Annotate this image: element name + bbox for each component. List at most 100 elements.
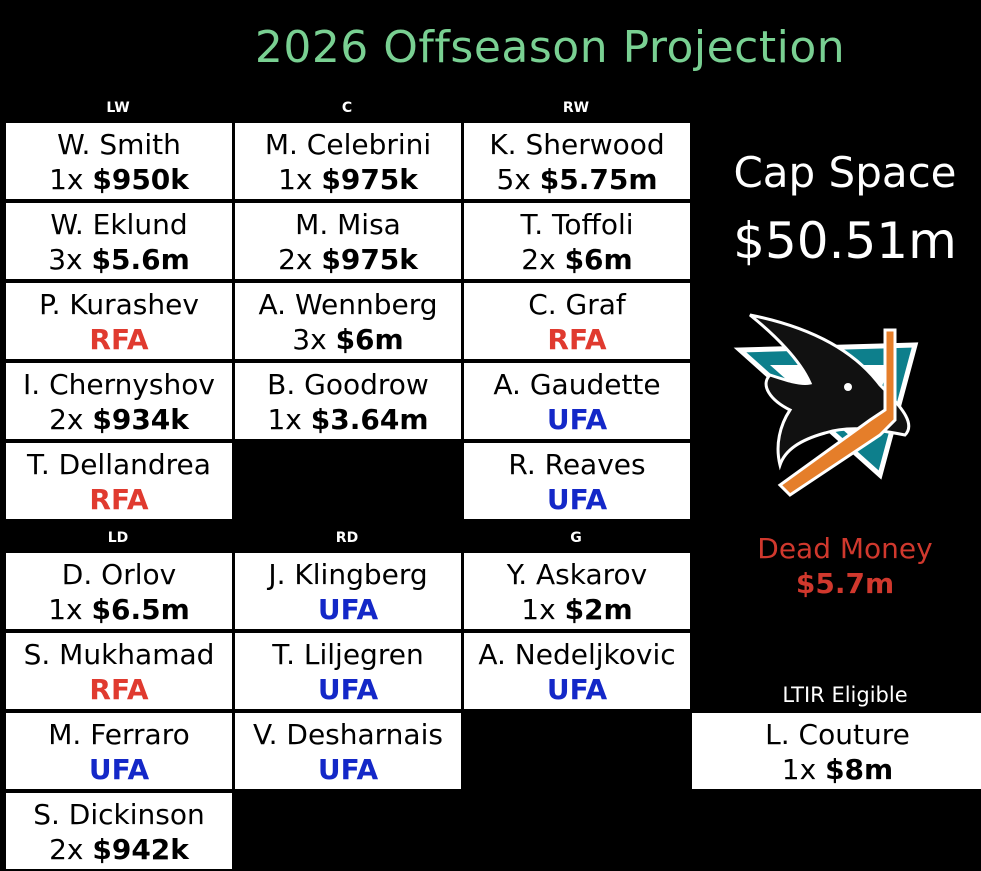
status-badge: RFA [89, 323, 149, 356]
player-card: A. Gaudette UFA [462, 361, 692, 441]
player-card: I. Chernyshov 2x $934k [4, 361, 234, 441]
contract-line: RFA [6, 672, 232, 707]
player-name: I. Chernyshov [23, 368, 215, 401]
contract-line: 2x $934k [6, 402, 232, 437]
header-ld: LD [107, 530, 129, 546]
player-name: W. Smith [57, 128, 181, 161]
contract-salary: $5.75m [539, 163, 658, 196]
contract-salary: $6m [564, 243, 633, 276]
ltir-label: LTIR Eligible [782, 683, 908, 707]
dead-money-label: Dead Money [757, 532, 933, 565]
contract-years: 1x [278, 163, 313, 196]
player-card: M. Misa 2x $975k [233, 201, 463, 281]
player-name: T. Dellandrea [27, 448, 211, 481]
contract-years: 2x [521, 243, 556, 276]
player-card: T. Dellandrea RFA [4, 441, 234, 521]
contract-salary: $942k [92, 833, 189, 866]
contract-line: 1x $2m [464, 592, 690, 627]
contract-line: UFA [464, 402, 690, 437]
player-name: M. Ferraro [48, 718, 190, 751]
header-lw: LW [106, 100, 130, 116]
status-badge: UFA [317, 753, 379, 786]
player-card: A. Nedeljkovic UFA [462, 631, 692, 711]
player-card: S. Mukhamad RFA [4, 631, 234, 711]
player-name: L. Couture [765, 718, 910, 751]
contract-salary: $6m [335, 323, 404, 356]
contract-line: 2x $942k [6, 832, 232, 867]
player-name: K. Sherwood [489, 128, 665, 161]
contract-years: 1x [781, 753, 817, 786]
contract-salary: $8m [825, 753, 894, 786]
page-title: 2026 Offseason Projection [254, 22, 846, 73]
contract-salary: $975k [321, 243, 418, 276]
contract-line: RFA [6, 322, 232, 357]
contract-line: 3x $5.6m [6, 242, 232, 277]
contract-years: 1x [48, 593, 83, 626]
player-name: T. Toffoli [520, 208, 634, 241]
player-name: J. Klingberg [268, 558, 428, 591]
contract-line: RFA [6, 482, 232, 517]
contract-line: 3x $6m [235, 322, 461, 357]
contract-line: 1x $8m [692, 752, 981, 787]
player-card: D. Orlov 1x $6.5m [4, 551, 234, 631]
contract-line: 1x $6.5m [6, 592, 232, 627]
cap-space-value: $50.51m [733, 212, 957, 270]
status-badge: UFA [546, 403, 608, 436]
contract-years: 3x [48, 243, 83, 276]
player-card: M. Ferraro UFA [4, 711, 234, 791]
contract-years: 5x [496, 163, 531, 196]
player-name: M. Celebrini [264, 128, 432, 161]
contract-line: 1x $950k [6, 162, 232, 197]
player-card: K. Sherwood 5x $5.75m [462, 121, 692, 201]
contract-line: UFA [235, 752, 461, 787]
player-card: P. Kurashev RFA [4, 281, 234, 361]
header-rd: RD [335, 530, 359, 546]
player-card: S. Dickinson 2x $942k [4, 791, 234, 871]
contract-line: UFA [235, 592, 461, 627]
header-rw: RW [562, 100, 590, 116]
status-badge: UFA [88, 753, 150, 786]
contract-line: 1x $3.64m [235, 402, 461, 437]
contract-line: 1x $975k [235, 162, 461, 197]
contract-years: 1x [521, 593, 556, 626]
shark-logo-icon [733, 313, 919, 497]
status-badge: RFA [547, 323, 607, 356]
contract-salary: $6.5m [91, 593, 190, 626]
player-name: R. Reaves [508, 448, 646, 481]
player-card: W. Eklund 3x $5.6m [4, 201, 234, 281]
contract-salary: $3.64m [310, 403, 429, 436]
contract-line: UFA [464, 482, 690, 517]
contract-years: 2x [49, 833, 84, 866]
contract-salary: $975k [321, 163, 418, 196]
player-name: M. Misa [295, 208, 401, 241]
contract-years: 1x [49, 163, 84, 196]
contract-line: UFA [6, 752, 232, 787]
player-card: Y. Askarov 1x $2m [462, 551, 692, 631]
player-card: B. Goodrow 1x $3.64m [233, 361, 463, 441]
contract-salary: $934k [92, 403, 189, 436]
contract-line: RFA [464, 322, 690, 357]
contract-years: 2x [278, 243, 313, 276]
player-name: W. Eklund [50, 208, 188, 241]
player-card: T. Liljegren UFA [233, 631, 463, 711]
contract-salary: $2m [564, 593, 633, 626]
cap-space-label: Cap Space [733, 148, 957, 197]
player-card: W. Smith 1x $950k [4, 121, 234, 201]
status-badge: UFA [546, 673, 608, 706]
player-name: Y. Askarov [506, 558, 648, 591]
player-card: T. Toffoli 2x $6m [462, 201, 692, 281]
player-name: P. Kurashev [39, 288, 199, 321]
player-card: C. Graf RFA [462, 281, 692, 361]
header-c: C [341, 100, 353, 116]
contract-years: 1x [267, 403, 302, 436]
player-card: J. Klingberg UFA [233, 551, 463, 631]
contract-line: UFA [235, 672, 461, 707]
status-badge: UFA [317, 673, 379, 706]
contract-salary: $5.6m [91, 243, 190, 276]
player-name: V. Desharnais [253, 718, 443, 751]
player-name: C. Graf [528, 288, 626, 321]
player-name: S. Dickinson [33, 798, 205, 831]
contract-line: 2x $6m [464, 242, 690, 277]
player-name: A. Nedeljkovic [478, 638, 676, 671]
player-name: D. Orlov [61, 558, 177, 591]
